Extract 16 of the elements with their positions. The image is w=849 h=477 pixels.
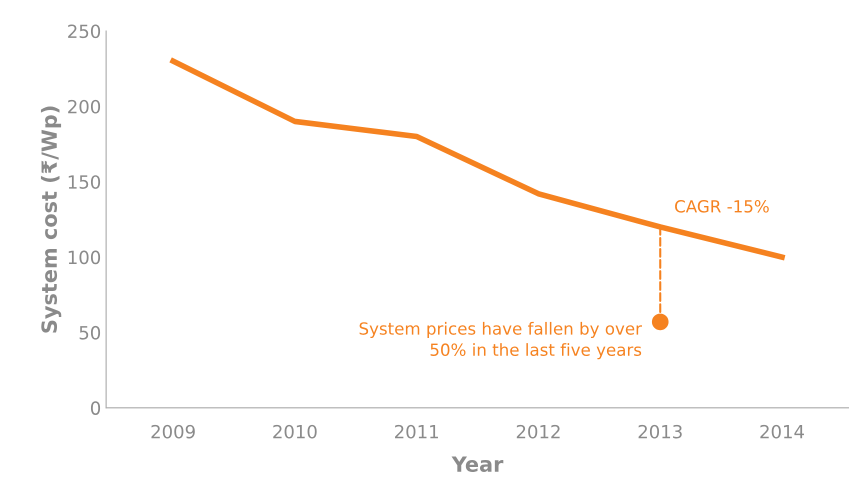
- y-tick-label: 200: [68, 100, 100, 114]
- annotation: CAGR -15%: [675, 200, 769, 213]
- x-tick-label: 2012: [516, 424, 560, 438]
- y-tick-label: 250: [68, 24, 100, 38]
- x-tick-label: 2013: [638, 424, 682, 438]
- x-tick-label: 2010: [273, 424, 317, 438]
- x-tick-label: 2009: [151, 424, 195, 438]
- y-tick-label: 100: [68, 250, 100, 264]
- annotation: System prices have fallen by over 50% in the last five years: [360, 322, 642, 360]
- y-tick-label: 0: [90, 401, 100, 415]
- y-tick-label: 150: [68, 175, 100, 189]
- x-tick-label: 2014: [760, 424, 804, 438]
- y-tick-label: 50: [80, 326, 100, 340]
- y-axis-title: System cost (₹/Wp): [40, 106, 62, 333]
- x-axis-title: Year: [452, 456, 504, 472]
- x-tick-label: 2011: [395, 424, 438, 438]
